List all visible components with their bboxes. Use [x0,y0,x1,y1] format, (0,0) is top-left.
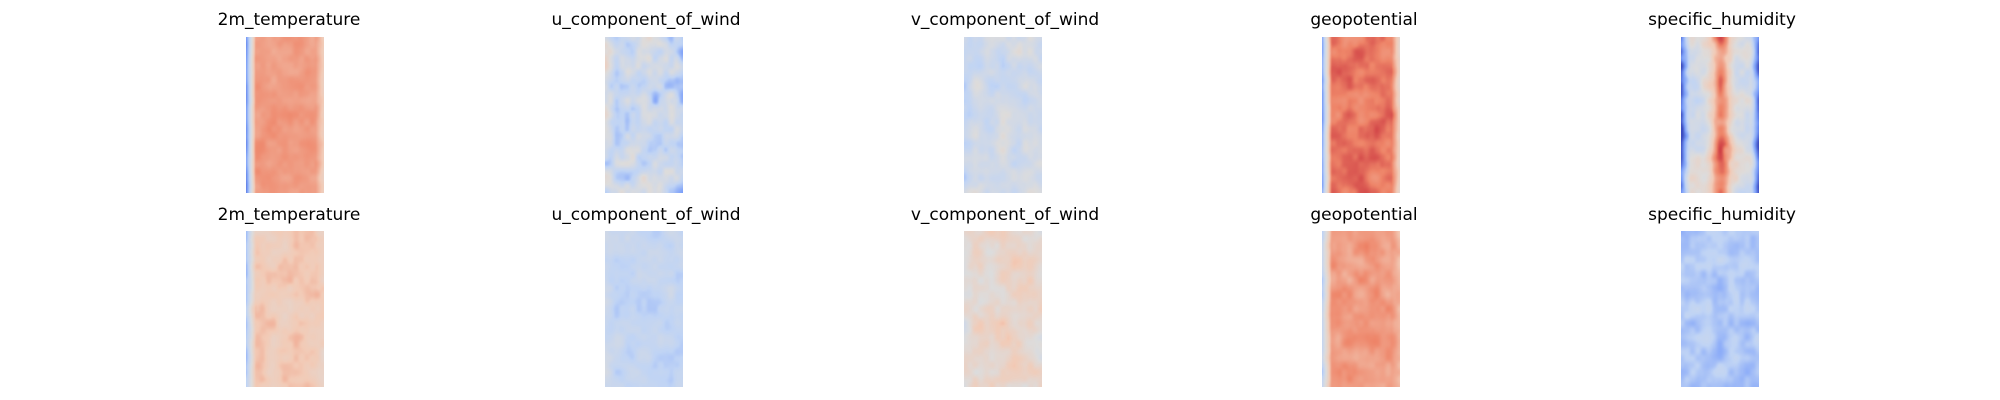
heatmap-row1-col2 [964,231,1042,387]
heatmap-row0-col2 [964,37,1042,193]
heatmap-row0-col3 [1322,37,1400,193]
panel-title-row1-col0: 2m_temperature [217,205,361,225]
heatmap-row0-col4 [1681,37,1759,193]
heatmap-row1-col4 [1681,231,1759,387]
panel-title-row1-col2: v_component_of_wind [910,205,1100,225]
heatmap-row1-col1 [605,231,683,387]
panel-title-row1-col1: u_component_of_wind [551,205,741,225]
panel-title-row1-col3: geopotential [1310,205,1418,225]
panel-title-row1-col4: specific_humidity [1648,205,1796,225]
heatmap-row0-col0 [246,37,324,193]
panel-title-row0-col0: 2m_temperature [217,10,361,30]
panel-title-row0-col4: specific_humidity [1648,10,1796,30]
heatmap-row1-col0 [246,231,324,387]
heatmap-row0-col1 [605,37,683,193]
heatmap-row1-col3 [1322,231,1400,387]
panel-title-row0-col2: v_component_of_wind [910,10,1100,30]
panel-title-row0-col1: u_component_of_wind [551,10,741,30]
panel-title-row0-col3: geopotential [1310,10,1418,30]
